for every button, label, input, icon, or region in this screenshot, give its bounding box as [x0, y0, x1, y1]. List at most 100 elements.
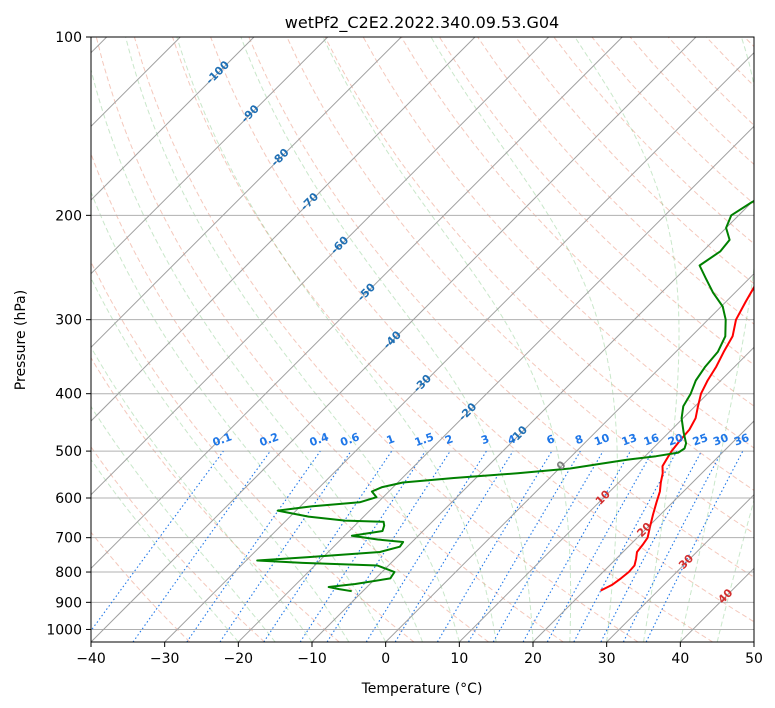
- dry-adiabat-line: [553, 37, 754, 245]
- isotherm-line: [91, 37, 255, 201]
- dry-adiabat-line: [629, 37, 754, 166]
- y-tick-label: 200: [55, 208, 82, 224]
- isotherm-line: [91, 37, 329, 275]
- x-tick-label: −30: [150, 651, 180, 667]
- y-tick-label: 600: [55, 491, 82, 507]
- mixing-ratio-label: 0.2: [258, 430, 281, 449]
- x-tick-label: 0: [381, 651, 390, 667]
- isoline-labels: 0.1 0.2 0.4 0.6 1 1.5 2 3 4 6 8 10 13 16 20 25 30 36-100-…: [203, 58, 751, 606]
- x-axis-ticks: −40 −30 −20 −10 0 10 20 30 40 50: [76, 642, 763, 667]
- dry-adiabat-line: [667, 37, 754, 126]
- mixing-ratio-label: 0.4: [308, 430, 331, 449]
- dry-adiabat-line: [95, 37, 564, 642]
- isotherm-line: [385, 272, 754, 642]
- mixing-ratio-label: 16: [642, 431, 661, 449]
- dry-adiabat-line: [286, 37, 754, 535]
- x-axis-label: Temperature (°C): [361, 681, 483, 697]
- background-lines: [91, 37, 754, 642]
- mixing-ratio-label: 0.1: [211, 430, 234, 449]
- moist-adiabat-line: [716, 498, 754, 642]
- isotherm-line: [458, 346, 754, 642]
- mixing-ratio-label: 20: [666, 431, 685, 449]
- x-tick-label: 20: [524, 651, 542, 667]
- dry-adiabat-line: [91, 531, 191, 642]
- dewpoint-profile-line: [256, 200, 754, 593]
- dry-adiabat-line: [591, 37, 754, 205]
- moist-adiabat-line: [91, 277, 350, 642]
- x-tick-label: −40: [76, 651, 106, 667]
- isotherm-line: [532, 420, 754, 642]
- x-tick-label: −10: [297, 651, 327, 667]
- y-tick-label: 400: [55, 387, 82, 403]
- isotherm-line: [606, 493, 754, 642]
- y-tick-label: 300: [55, 313, 82, 329]
- mixing-ratio-line: [522, 450, 631, 642]
- moist-adiabat-line: [574, 37, 680, 642]
- moist-adiabat-line: [430, 37, 618, 642]
- mixing-ratio-line: [299, 450, 426, 642]
- dry-adiabat-line: [400, 37, 754, 407]
- y-tick-label: 1000: [46, 622, 82, 638]
- dry-adiabat-line: [705, 37, 754, 87]
- mixing-ratio-label: 6: [545, 432, 557, 447]
- dry-adiabat-line: [172, 37, 713, 642]
- isotherm-line: [91, 37, 402, 349]
- moist-adiabat-line: [91, 405, 276, 642]
- mixing-ratio-label: 36: [732, 431, 751, 449]
- mixing-ratio-label: 1: [385, 432, 397, 447]
- dry-adiabat-line: [324, 37, 754, 491]
- moist-adiabat-line: [91, 190, 387, 642]
- mixing-ratio-label: 8: [573, 432, 585, 447]
- mixing-ratio-label: 13: [620, 431, 639, 448]
- y-tick-label: 900: [55, 595, 82, 611]
- mixing-ratio-line: [326, 450, 451, 642]
- dry-adiabat-line: [744, 37, 754, 48]
- mixing-ratio-label: 0.6: [339, 430, 362, 449]
- x-tick-label: 40: [671, 651, 689, 667]
- dry-adiabat-line: [91, 446, 265, 642]
- y-tick-label: 100: [55, 30, 82, 46]
- dry-adiabat-line: [438, 37, 754, 366]
- isotherm-line: [91, 37, 476, 422]
- moist-adiabat-line: [176, 37, 497, 642]
- mixing-ratio-label: 3: [479, 432, 491, 447]
- isotherm-line: [91, 37, 550, 496]
- y-tick-label: 700: [55, 531, 82, 547]
- dry-adiabat-line: [210, 37, 754, 623]
- mixing-ratio-line: [436, 450, 553, 642]
- moist-adiabat-line: [91, 67, 423, 642]
- dry-adiabat-line: [91, 260, 415, 642]
- y-axis-ticks: 100 200 300 400 500 600 700 800 900 1000: [46, 30, 91, 638]
- mixing-ratio-line: [645, 450, 744, 642]
- isotherm-line: [753, 641, 754, 642]
- plot-frame: [90, 36, 755, 643]
- isotherm-lines: [91, 37, 754, 642]
- isotherm-line: [311, 199, 754, 642]
- mixing-ratio-lines: [91, 450, 744, 642]
- mixing-ratio-label: 4: [506, 432, 518, 447]
- dry-adiabat-line: [133, 37, 639, 642]
- moist-adiabat-line: [91, 458, 239, 642]
- mixing-ratio-line: [219, 450, 352, 642]
- y-tick-label: 800: [55, 565, 82, 581]
- mixing-ratio-label: 2: [443, 432, 455, 447]
- isotherm-line: [91, 37, 623, 570]
- mixing-ratio-line: [468, 450, 581, 642]
- mixing-ratio-line: [573, 450, 678, 642]
- moist-adiabat-line: [322, 37, 572, 642]
- mixing-ratio-label: 1.5: [413, 430, 436, 449]
- isotherm-line: [164, 51, 754, 642]
- mixing-ratio-line: [91, 450, 224, 632]
- dry-adiabat-line: [248, 37, 754, 578]
- mixing-ratio-line: [600, 450, 702, 642]
- dry-adiabat-line: [515, 37, 754, 285]
- mixing-ratio-line: [186, 450, 321, 642]
- mixing-ratio-line: [132, 450, 271, 642]
- y-axis-label: Pressure (hPa): [13, 290, 29, 390]
- mixing-ratio-label: 30: [711, 431, 730, 449]
- x-tick-label: −20: [224, 651, 254, 667]
- mixing-ratio-label: 25: [691, 431, 710, 448]
- moist-adiabat-line: [240, 37, 534, 642]
- mixing-ratio-line: [546, 450, 654, 642]
